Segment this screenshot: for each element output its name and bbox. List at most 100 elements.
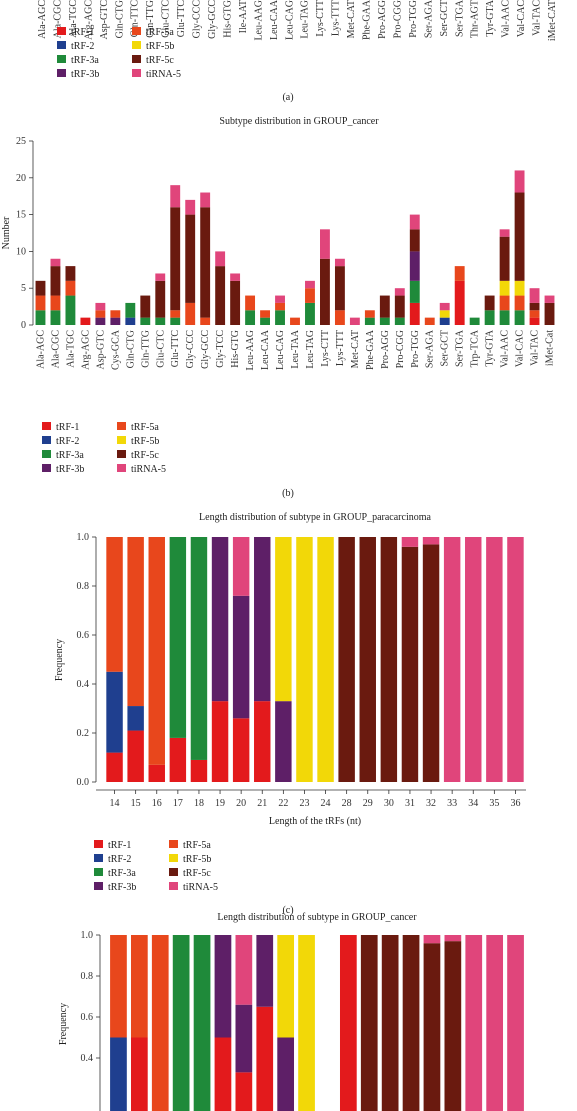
panel-a-x-tick: Leu-TAG xyxy=(300,0,311,39)
panel-b-bar-4-trf-3b xyxy=(95,317,106,325)
panel-c-bar-6-tirna-5 xyxy=(232,537,250,596)
panel-b-bar-20-trf-5c xyxy=(334,266,345,311)
panel-d-bar-8-trf-3b xyxy=(277,1037,295,1111)
panel-b-bar-13-trf-5c xyxy=(230,280,241,325)
panel-c-bar-7-trf-1 xyxy=(254,701,271,782)
panel-a-x-tick: Gly-CCC xyxy=(192,0,203,38)
panel-c-bar-1-trf-5a xyxy=(127,537,144,707)
panel-b-y-label: Number xyxy=(1,216,12,249)
panel-b-bar-34-trf-5c xyxy=(544,302,555,325)
panel-a-legend-swatch-trf-2 xyxy=(57,41,66,49)
panel-a-x-tick: Ile-AAT xyxy=(238,0,249,33)
panel-b-x-tick: Ala-CGC xyxy=(50,330,61,369)
panel-c-title: Length distribution of subtype in GROUP_… xyxy=(199,512,431,523)
panel-a-legend-label-trf-5c: tRF-5c xyxy=(146,55,174,66)
panel-a-legend-label-trf-1: tRF-1 xyxy=(71,27,94,38)
panel-c-bar-17-tirna-5 xyxy=(465,537,482,782)
panel-d-bar-5-trf-1 xyxy=(214,1037,232,1111)
panel-b-legend-label-trf-3b: tRF-3b xyxy=(56,464,84,475)
panel-b-bar-5-trf-3b xyxy=(110,317,121,325)
panel-d-title: Length distribution of subtype in GROUP_… xyxy=(217,912,417,923)
panel-d-bar-6-tirna-5 xyxy=(235,935,253,1005)
panel-b-bar-18-trf-5a xyxy=(305,288,315,303)
panel-b-x-tick: Leu-CAG xyxy=(275,330,286,370)
panel-a-legend-swatch-trf-5c xyxy=(132,55,141,63)
panel-b-y-tick: 10 xyxy=(16,246,26,257)
panel-b-bar-22-trf-3a xyxy=(364,317,375,325)
panel-c-bar-14-trf-5c xyxy=(401,546,419,782)
panel-a-legend-label-tirna-5: tiRNA-5 xyxy=(146,69,181,80)
panel-b-bar-31-trf-5a xyxy=(499,295,510,311)
panel-b-bar-18-tirna-5 xyxy=(305,280,315,289)
panel-b-x-tick: Leu-AAG xyxy=(245,330,256,371)
panel-d-bar-8-trf-5b xyxy=(277,935,295,1038)
panel-b-x-tick: Pro-CGG xyxy=(395,330,406,368)
panel-b-bar-0-trf-5a xyxy=(35,295,46,311)
panel-c-bar-14-tirna-5 xyxy=(401,537,419,547)
panel-b-x-tick: Leu-TAA xyxy=(290,329,301,368)
panel-c-legend-label-trf-5a: tRF-5a xyxy=(183,840,211,851)
panel-b-bar-31-trf-3a xyxy=(499,310,510,325)
panel-b-bar-26-trf-5a xyxy=(424,317,435,325)
panel-c-legend-swatch-trf-2 xyxy=(94,854,103,862)
panel-b-legend-swatch-trf-3a xyxy=(42,450,51,458)
panel-c-bar-3-trf-3a xyxy=(169,537,187,738)
panel-a-legend-swatch-trf-3a xyxy=(57,55,66,63)
panel-c: Length distribution of subtype in GROUP_… xyxy=(54,512,526,916)
panel-b-x-tick: Glu-CTC xyxy=(155,330,166,368)
panel-b-bar-4-tirna-5 xyxy=(95,302,106,311)
panel-b-bar-15-trf-3a xyxy=(260,317,270,325)
panel-b-bar-24-tirna-5 xyxy=(394,288,405,296)
panel-c-bar-15-tirna-5 xyxy=(422,537,440,545)
panel-d-bar-0-trf-5a xyxy=(110,935,127,1038)
panel-b-x-tick: Ala-AGC xyxy=(35,330,46,369)
panel-d-bar-16-trf-5c xyxy=(444,941,462,1111)
panel-a-legend-label-trf-2: tRF-2 xyxy=(71,41,94,52)
panel-a-legend-swatch-trf-3b xyxy=(57,69,66,77)
panel-b-bar-9-trf-5a xyxy=(170,310,181,318)
panel-d-y-tick: 0.6 xyxy=(81,1012,94,1023)
panel-b-bar-1-tirna-5 xyxy=(50,258,61,267)
panel-c-x-tick: 18 xyxy=(194,798,204,809)
panel-b-bar-25-trf-5c xyxy=(409,229,420,252)
panel-d-bar-6-trf-3b xyxy=(235,1004,253,1073)
panel-b-bar-12-tirna-5 xyxy=(215,251,226,267)
panel-c-x-tick: 23 xyxy=(299,798,309,809)
panel-a-legend-label-trf-5a: tRF-5a xyxy=(146,27,174,38)
panel-a-legend-swatch-trf-5b xyxy=(132,41,141,49)
panel-b-bar-16-tirna-5 xyxy=(275,295,285,303)
panel-a-x-tick: Gln-TTC xyxy=(130,0,141,37)
panel-c-legend-label-trf-3b: tRF-3b xyxy=(108,882,136,893)
panel-c-legend-swatch-trf-5c xyxy=(169,868,178,876)
panel-a-x-tick: Pro-CGG xyxy=(392,0,403,38)
panel-c-x-label: Length of the tRFs (nt) xyxy=(269,816,361,827)
panel-b-bar-23-trf-5c xyxy=(379,295,390,318)
panel-b-bar-10-trf-5a xyxy=(185,302,196,325)
panel-c-bar-5-trf-1 xyxy=(211,701,229,782)
panel-c-bar-13-trf-5c xyxy=(380,537,398,782)
panel-b-legend-label-trf-5a: tRF-5a xyxy=(131,422,159,433)
panel-a-legend-label-trf-3a: tRF-3a xyxy=(71,55,99,66)
panel-b-bar-31-trf-5c xyxy=(499,236,510,281)
panel-b: Subtype distribution in GROUP_cancer 0 5 10… xyxy=(1,116,556,499)
panel-a-x-tick: Glu-TTC xyxy=(176,0,187,37)
panel-c-x-tick: 28 xyxy=(342,798,352,809)
panel-b-legend-label-trf-3a: tRF-3a xyxy=(56,450,84,461)
panel-c-bar-2-trf-1 xyxy=(148,764,165,782)
panel-c-bar-9-trf-5b xyxy=(296,537,313,782)
panel-d-bar-16-tirna-5 xyxy=(444,935,462,942)
panel-a-label: (a) xyxy=(282,92,293,103)
panel-a-x-tick: Asp-GTC xyxy=(99,0,110,39)
panel-b-x-tick: Pro-TGG xyxy=(410,330,421,368)
panel-b-bar-22-trf-5a xyxy=(364,310,375,318)
panel-b-bar-34-tirna-5 xyxy=(544,295,555,303)
panel-c-legend-swatch-trf-5b xyxy=(169,854,178,862)
panel-b-bar-25-trf-3b xyxy=(409,251,420,281)
panel-c-bar-8-trf-5b xyxy=(275,537,292,702)
panel-a-x-tick: Leu-CAA xyxy=(269,0,280,40)
panel-d-bar-15-tirna-5 xyxy=(423,935,441,944)
panel-b-bar-19-trf-5c xyxy=(320,258,330,325)
panel-b-bar-8-tirna-5 xyxy=(155,273,166,281)
panel-c-x-tick: 36 xyxy=(510,798,520,809)
